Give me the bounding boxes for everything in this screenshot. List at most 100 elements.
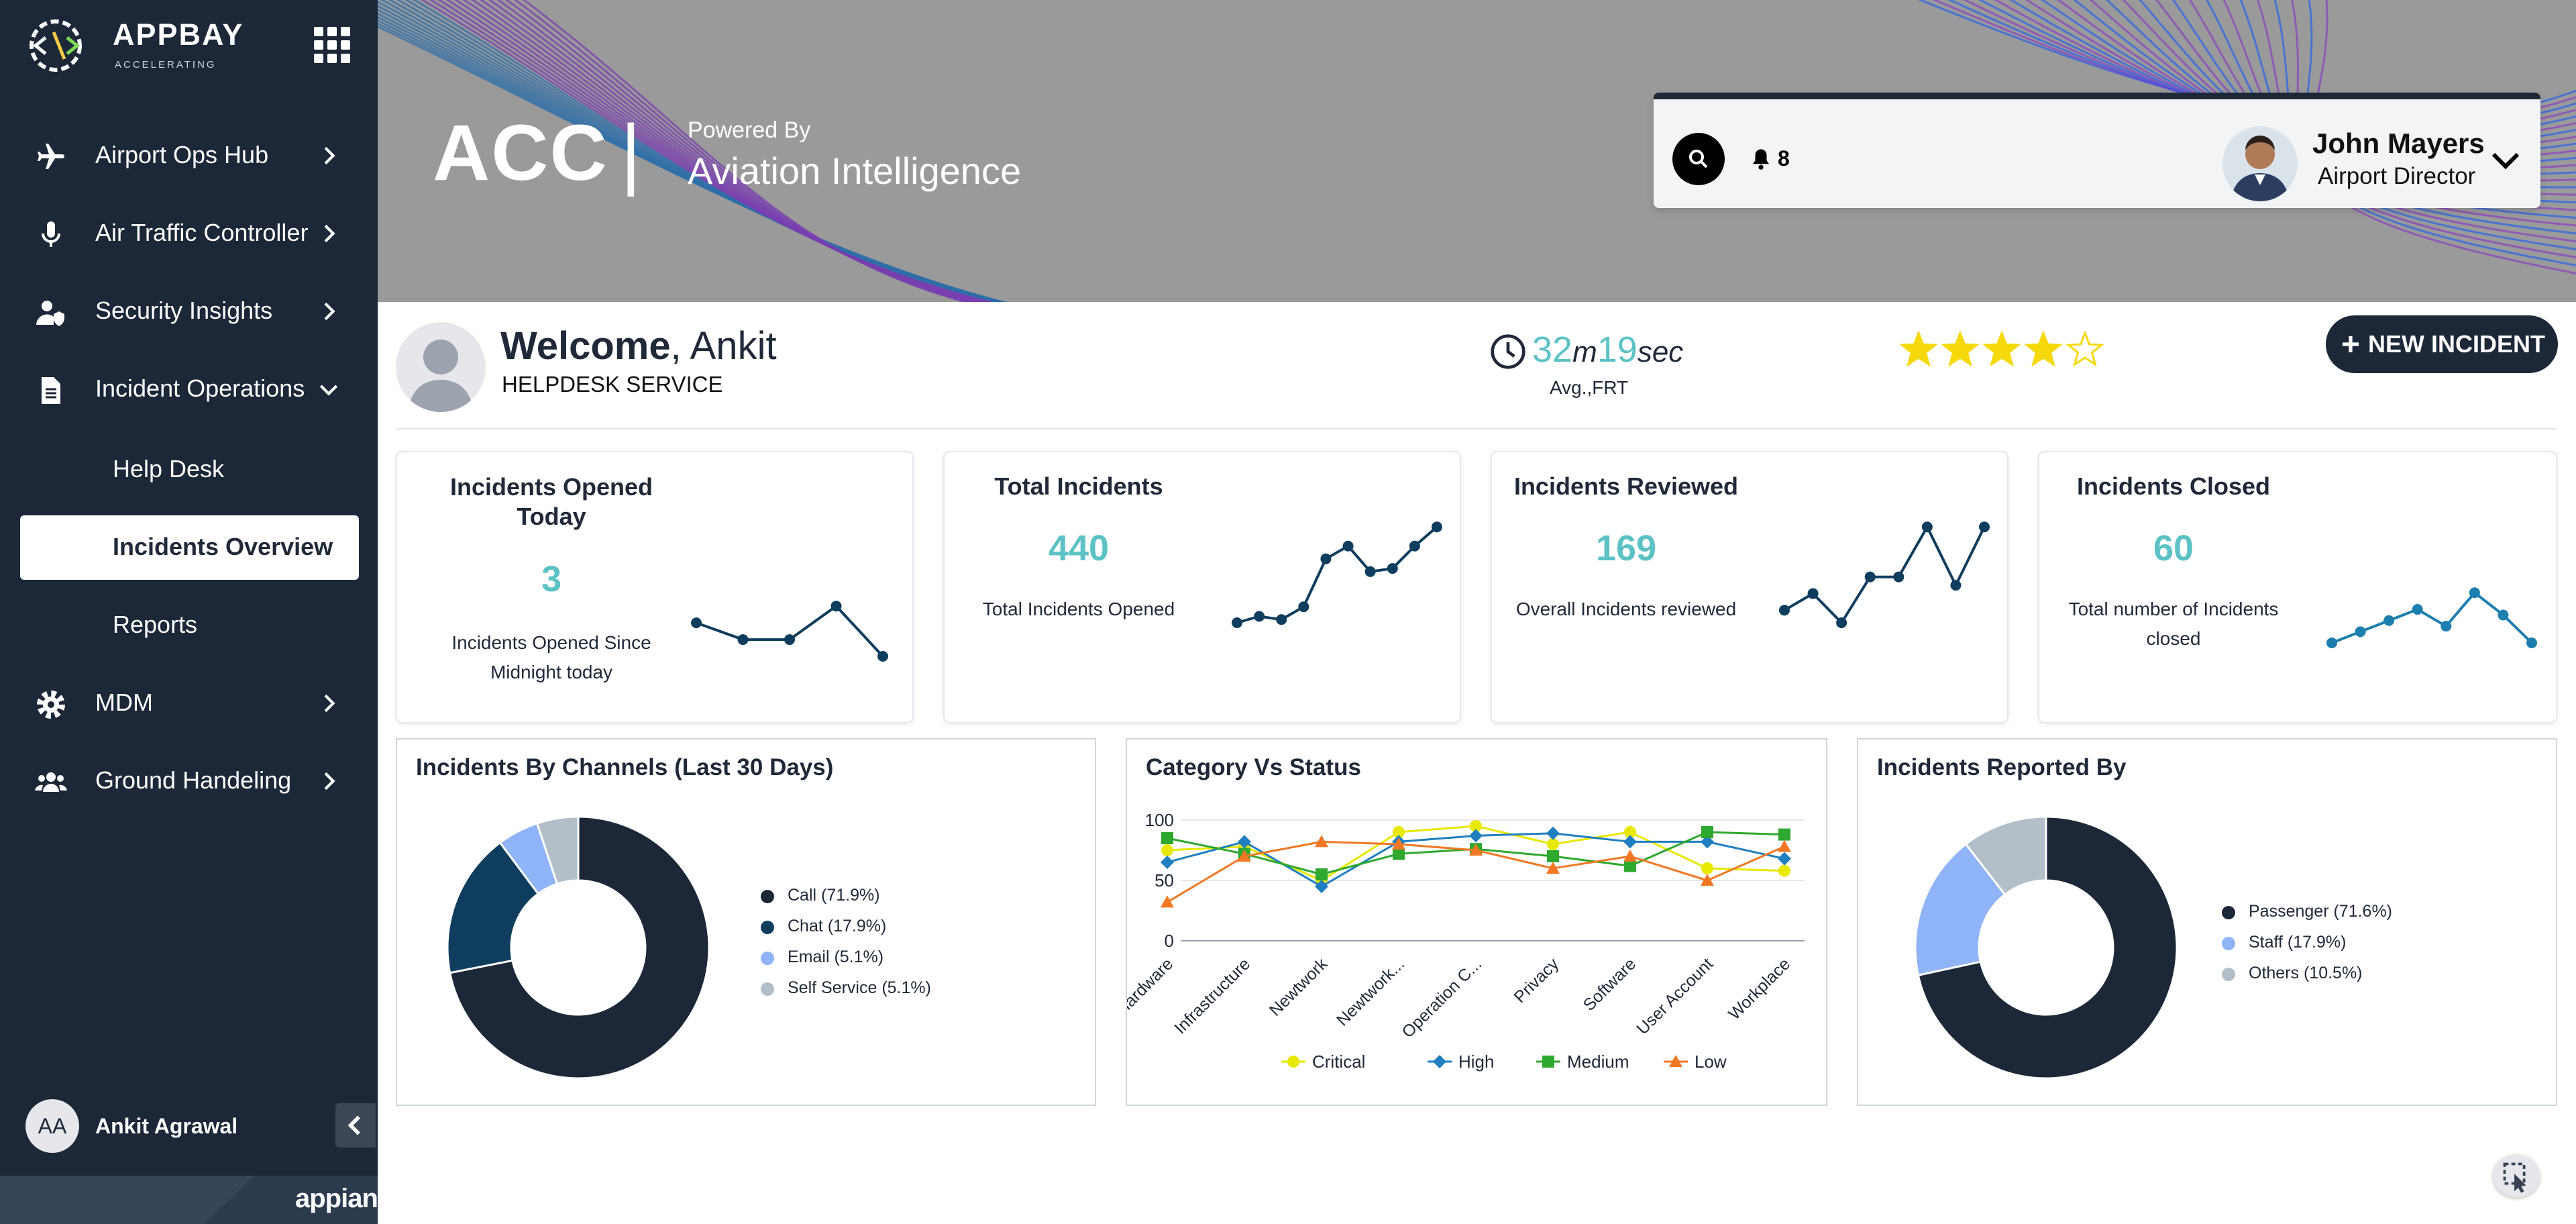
pointer-select-button[interactable]	[2493, 1154, 2540, 1197]
sparkline-point	[1276, 614, 1287, 625]
data-point	[1238, 835, 1251, 849]
donut-slice[interactable]	[446, 841, 540, 974]
sparkline-point	[1836, 617, 1847, 628]
donut-slice[interactable]	[535, 815, 580, 885]
user-name: Ankit Agrawal	[95, 1114, 238, 1138]
avg-frt-value: 32m19sec	[1532, 329, 1683, 370]
sidebar-item-airport-ops-hub[interactable]: Airport Ops Hub	[0, 117, 378, 195]
bell-icon[interactable]	[1751, 148, 1771, 170]
series-high	[1161, 826, 1791, 893]
sparkline-point	[2469, 587, 2480, 599]
legend-item[interactable]: Staff (17.9%)	[2222, 933, 2346, 952]
kpi-desc-line1: Total number of Incidents	[2068, 599, 2279, 619]
sparkline-point	[2355, 626, 2366, 638]
donut-slice[interactable]	[1917, 815, 2178, 1080]
legend-item[interactable]: Others (10.5%)	[2222, 964, 2363, 983]
legend-item[interactable]: Passenger (71.6%)	[2222, 902, 2392, 921]
subitem-label: Reports	[113, 611, 198, 638]
sparkline-point	[1298, 601, 1309, 613]
legend-item[interactable]: Low	[1664, 1052, 1727, 1072]
legend-label: Call (71.9%)	[788, 886, 880, 905]
sidebar-subitem-incidents-overview[interactable]: Incidents Overview	[20, 515, 359, 580]
profile-photo[interactable]	[2222, 126, 2298, 201]
sidebar-item-incident-operations[interactable]: Incident Operations	[0, 350, 378, 428]
star-filled[interactable]	[1982, 332, 2021, 367]
kpi-desc-line2: closed	[2146, 628, 2201, 649]
x-tick-label: Software	[1580, 954, 1640, 1015]
legend-label: High	[1458, 1052, 1494, 1072]
legend-item[interactable]: Critical	[1281, 1052, 1365, 1072]
sparkline-point	[1342, 540, 1354, 552]
app-grid-icon[interactable]	[314, 27, 350, 63]
profile-role: Airport Director	[2318, 163, 2476, 189]
chevron-right-icon	[324, 694, 335, 713]
data-point	[1469, 829, 1483, 843]
sparkline-point	[784, 634, 795, 646]
airplane-icon	[38, 144, 64, 169]
chevron-right-icon	[324, 772, 335, 790]
kpi-value: 3	[541, 559, 562, 599]
sidebar-item-label: Security Insights	[95, 297, 273, 324]
sidebar-item-mdm[interactable]: MDM	[0, 664, 378, 742]
star-filled[interactable]	[2024, 332, 2063, 367]
x-tick-label: User Account	[1633, 954, 1717, 1038]
sidebar-item-air-traffic-controller[interactable]: Air Traffic Controller	[0, 195, 378, 272]
legend-item[interactable]: Email (5.1%)	[761, 948, 883, 967]
data-point	[1623, 850, 1637, 862]
series-critical	[1161, 820, 1790, 886]
x-tick-label: Workplace	[1725, 954, 1794, 1023]
chevron-down-icon[interactable]	[2489, 148, 2522, 174]
sparkline-chart	[1232, 521, 1442, 628]
sparkline-point	[2383, 615, 2395, 626]
sidebar-item-label: Air Traffic Controller	[95, 219, 309, 246]
avatar[interactable]: AA	[25, 1099, 79, 1153]
star-empty[interactable]	[2065, 332, 2104, 367]
series-low	[1161, 835, 1791, 908]
legend-item[interactable]: High	[1428, 1052, 1494, 1072]
sparkline-point	[1893, 571, 1904, 582]
legend-label: Medium	[1567, 1052, 1629, 1072]
welcome-name: , Ankit	[670, 324, 777, 368]
panel-incidents-reported-by: Incidents Reported By Passenger (71.6%) …	[1857, 738, 2557, 1106]
powered-by-label: Powered By	[688, 117, 811, 143]
search-button[interactable]	[1672, 133, 1725, 185]
logo-text: APPBAY	[113, 17, 244, 52]
sidebar-subitem-help-desk[interactable]: Help Desk	[20, 438, 359, 502]
data-point	[1161, 895, 1174, 908]
chart-title: Incidents By Channels (Last 30 Days)	[416, 754, 834, 780]
kpi-card-total-incidents: Total Incidents 440 Total Incidents Open…	[943, 451, 1461, 723]
legend-item[interactable]: Call (71.9%)	[761, 886, 880, 905]
x-tick-label: Privacy	[1510, 954, 1562, 1007]
donut-slice[interactable]	[1964, 815, 2047, 897]
sidebar-item-label: MDM	[95, 688, 153, 716]
rating-stars	[1900, 332, 2104, 367]
data-point	[1393, 826, 1405, 838]
chevron-right-icon	[324, 302, 335, 321]
sidebar-subitem-reports[interactable]: Reports	[20, 593, 359, 658]
donut-slice[interactable]	[1914, 842, 2006, 977]
donut-slice[interactable]	[448, 815, 710, 1080]
sparkline-line	[696, 604, 884, 658]
new-incident-button[interactable]: NEW INCIDENT	[2326, 315, 2558, 373]
star-filled[interactable]	[1900, 332, 1938, 367]
kpi-title: Incidents Closed	[2076, 472, 2271, 500]
legend-item[interactable]: Medium	[1536, 1052, 1629, 1072]
appbay-logo[interactable]: APPBAY ACCELERATING	[19, 12, 242, 79]
sidebar-item-security-insights[interactable]: Security Insights	[0, 272, 378, 350]
notification-count: 8	[1778, 146, 1790, 170]
subitem-label: Incidents Overview	[113, 533, 333, 560]
y-tick-label: 0	[1165, 931, 1174, 951]
kpi-title-line1: Incidents Opened	[449, 473, 653, 501]
data-point	[1778, 864, 1790, 877]
legend-item[interactable]: Chat (17.9%)	[761, 917, 886, 936]
data-point	[1547, 838, 1559, 850]
donut-chart	[446, 815, 710, 1080]
plus-icon	[2343, 336, 2359, 352]
sparkline-point	[2498, 609, 2509, 621]
collapse-sidebar-button[interactable]	[335, 1103, 376, 1148]
document-icon	[42, 377, 60, 404]
sidebar-item-ground-handeling[interactable]: Ground Handeling	[0, 742, 378, 820]
y-tick-label: 100	[1145, 810, 1174, 830]
legend-item[interactable]: Self Service (5.1%)	[761, 978, 931, 998]
star-filled[interactable]	[1941, 332, 1980, 367]
